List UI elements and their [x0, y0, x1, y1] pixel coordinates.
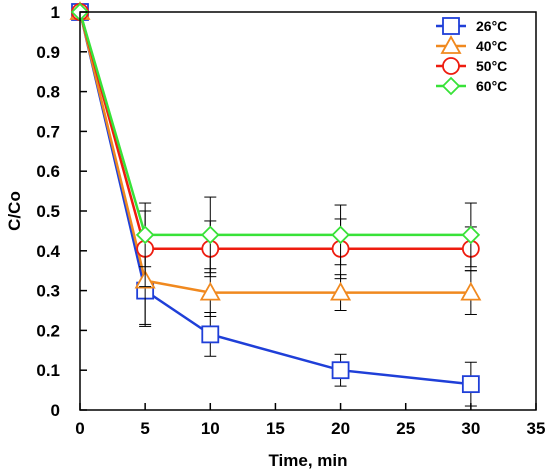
x-tick-label: 5: [140, 419, 149, 438]
legend-marker: [442, 17, 460, 35]
y-tick-label: 0.8: [36, 83, 60, 102]
y-tick-label: 0.3: [36, 282, 60, 301]
data-point: [135, 225, 155, 245]
legend-label: 26°C: [476, 18, 507, 34]
legend-marker: [440, 35, 462, 54]
axes: 0 5 10 15 20 25 30 35 0 0.1 0.2 0.3 0.4 0.5 0.6 0.7 0.8 0…: [36, 3, 545, 438]
y-tick-label: 0.6: [36, 162, 60, 181]
data-point: [199, 281, 221, 301]
legend-marker: [441, 76, 461, 96]
y-tick-label: 1: [51, 3, 60, 22]
x-tick-label: 30: [461, 419, 480, 438]
legend-label: 50°C: [476, 58, 507, 74]
data-point: [201, 225, 220, 245]
y-tick-label: 0.4: [36, 242, 60, 261]
data-point: [331, 225, 350, 245]
data-point: [331, 361, 350, 380]
y-tick-label: 0.9: [36, 43, 60, 62]
y-tick-label: 0.5: [36, 202, 60, 221]
y-axis-title: C/Co: [5, 191, 24, 231]
y-tick-label: 0.7: [36, 122, 60, 141]
x-tick-label: 20: [331, 419, 350, 438]
data-point: [460, 281, 482, 301]
legend-label: 40°C: [476, 38, 507, 54]
x-tick-label: 10: [201, 419, 220, 438]
y-tick-label: 0.2: [36, 321, 60, 340]
x-tick-label: 0: [75, 419, 84, 438]
legend-marker: [442, 57, 460, 75]
series-3: [70, 2, 481, 274]
x-tick-label: 15: [266, 419, 285, 438]
x-tick-label: 25: [396, 419, 415, 438]
data-point: [461, 375, 480, 394]
y-tick-label: 0: [51, 401, 60, 420]
legend: 26°C 40°C 50°C 60°C: [436, 17, 507, 96]
x-tick-label: 35: [527, 419, 546, 438]
legend-label: 60°C: [476, 78, 507, 94]
y-tick-label: 0.1: [36, 361, 60, 380]
data-point: [461, 225, 481, 245]
data-point: [330, 281, 352, 301]
data-point: [201, 325, 220, 344]
plot-area: [69, 1, 482, 407]
x-axis-title: Time, min: [268, 451, 347, 470]
